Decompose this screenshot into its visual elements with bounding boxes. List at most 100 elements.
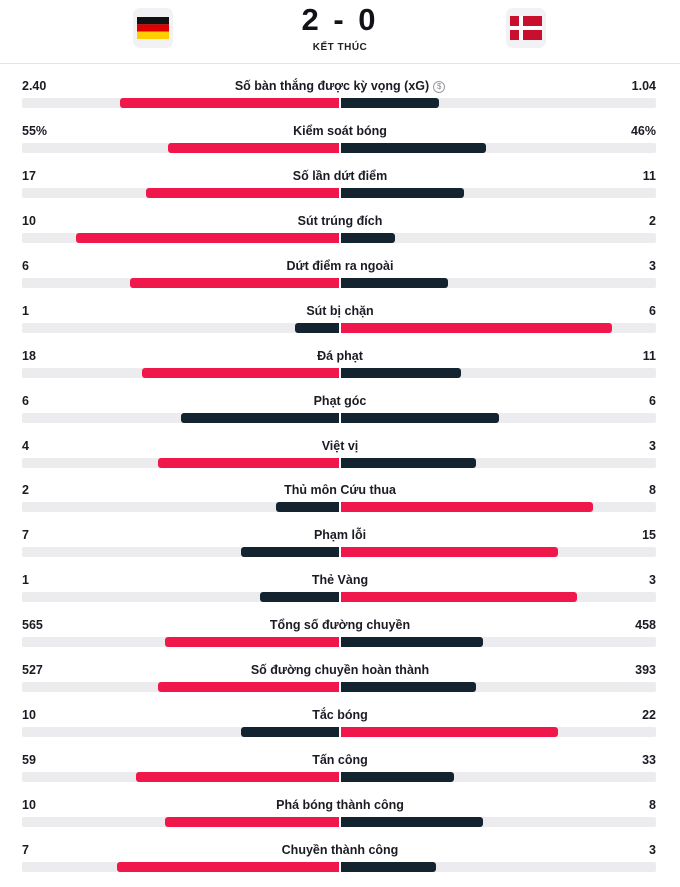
stat-home-track xyxy=(22,412,339,423)
stat-away-bar xyxy=(341,98,439,108)
stat-home-value: 2 xyxy=(22,483,29,498)
stat-label-text: Chuyền thành công xyxy=(281,842,399,857)
stat-home-track xyxy=(22,457,339,468)
stat-home-value: 17 xyxy=(22,168,36,183)
stat-label-text: Số đường chuyền hoàn thành xyxy=(250,663,430,678)
stat-home-bar xyxy=(240,727,339,738)
stat-label-text: Sút bị chặn xyxy=(306,303,374,318)
stat-label-text: Tấn công xyxy=(312,753,368,768)
stat-label: Dứt điểm ra ngoài xyxy=(140,258,540,274)
stat-home-value: 10 xyxy=(22,708,36,723)
stat-away-bar xyxy=(341,322,612,333)
stat-away-bar xyxy=(341,367,461,378)
stat-away-value: 3 xyxy=(649,842,656,857)
stat-home-bar xyxy=(275,502,339,513)
stat-label-text: Đá phạt xyxy=(317,348,363,363)
stat-home-bar xyxy=(294,322,339,333)
stat-row: 1 Thẻ Vàng 3 xyxy=(0,572,680,617)
stat-label: Sút trúng đích xyxy=(140,213,540,229)
stat-label: Số đường chuyền hoàn thành xyxy=(140,662,540,678)
stat-row: 527 Số đường chuyền hoàn thành 393 xyxy=(0,662,680,707)
stat-away-track xyxy=(341,322,656,333)
stat-away-value: 8 xyxy=(649,483,656,498)
info-icon[interactable]: $ xyxy=(433,81,446,93)
stat-label: Sút bị chặn xyxy=(140,303,540,319)
germany-flag-icon[interactable] xyxy=(133,8,173,48)
stat-home-track xyxy=(22,142,339,153)
stat-label: Tấn công xyxy=(140,752,540,768)
stat-home-track xyxy=(22,502,339,513)
match-score: 2 - 0 xyxy=(301,2,379,37)
stat-away-track xyxy=(341,637,656,648)
stat-home-track xyxy=(22,727,339,738)
stat-home-bar xyxy=(240,547,339,558)
stat-label: Đá phạt xyxy=(140,348,540,364)
stat-label: Phạm lỗi xyxy=(140,527,540,543)
stat-home-value: 4 xyxy=(22,438,29,453)
stat-home-bar xyxy=(145,187,339,198)
stat-away-value: 11 xyxy=(642,348,656,363)
stat-home-bar xyxy=(164,637,339,648)
stat-home-value: 59 xyxy=(22,753,36,768)
stat-home-bar xyxy=(136,772,339,783)
stat-away-value: 46% xyxy=(630,123,656,138)
stat-row: 2.40 Số bàn thắng được kỳ vọng (xG) $1.04 xyxy=(0,78,680,123)
stat-home-bar xyxy=(120,98,339,108)
stat-label-text: Tổng số đường chuyền xyxy=(269,618,411,633)
stat-home-bar xyxy=(129,277,339,288)
stat-label: Kiểm soát bóng xyxy=(140,123,540,139)
stat-away-bar xyxy=(341,637,483,648)
match-status: KẾT THÚC xyxy=(312,42,368,53)
stat-away-bar xyxy=(341,547,559,558)
stat-home-bar xyxy=(158,457,339,468)
stat-label-text: Phạt góc xyxy=(313,393,367,408)
stat-away-bar xyxy=(341,457,477,468)
stat-home-value: 7 xyxy=(22,842,29,857)
stat-home-bar xyxy=(142,367,339,378)
stat-home-track xyxy=(22,547,339,558)
germany-flag-graphic xyxy=(137,17,169,39)
stat-away-value: 22 xyxy=(642,708,656,723)
stat-away-bar xyxy=(341,682,477,693)
stat-row: 10 Tắc bóng 22 xyxy=(0,707,680,752)
stat-home-track xyxy=(22,637,339,648)
stat-label: Số bàn thắng được kỳ vọng (xG) $ xyxy=(140,78,540,94)
stat-away-bar xyxy=(341,277,449,288)
stat-away-track xyxy=(341,547,656,558)
stat-away-value: 11 xyxy=(642,168,656,183)
stats-list: 2.40 Số bàn thắng được kỳ vọng (xG) $1.04 5… xyxy=(0,78,680,887)
stat-home-value: 10 xyxy=(22,798,36,812)
stat-away-value: 3 xyxy=(649,258,656,273)
stat-row: 7 Phạm lỗi 15 xyxy=(0,527,680,572)
stat-away-bar xyxy=(341,727,559,738)
stat-away-bar xyxy=(341,412,499,423)
stat-home-track xyxy=(22,682,339,693)
stat-label-text: Thẻ Vàng xyxy=(311,573,369,588)
stat-home-value: 10 xyxy=(22,213,36,228)
stat-away-value: 3 xyxy=(649,573,656,588)
stat-label-text: Phá bóng thành công xyxy=(276,798,404,812)
stat-home-track xyxy=(22,187,339,198)
stat-away-track xyxy=(341,142,656,153)
stat-label: Số lần dứt điểm xyxy=(140,168,540,184)
stat-away-track xyxy=(341,592,656,603)
stat-row: 10 Phá bóng thành công 8 xyxy=(0,797,680,842)
stat-row: 2 Thủ môn Cứu thua 8 xyxy=(0,482,680,527)
denmark-flag-icon[interactable] xyxy=(506,8,546,48)
stat-label: Tắc bóng xyxy=(140,707,540,723)
stat-away-value: 1.04 xyxy=(631,79,656,93)
stat-away-track xyxy=(341,502,656,513)
stat-away-track xyxy=(341,772,656,783)
stat-home-value: 1 xyxy=(22,573,29,588)
stat-away-track xyxy=(341,457,656,468)
stat-home-track xyxy=(22,322,339,333)
stat-label-text: Phạm lỗi xyxy=(313,528,367,543)
stat-home-track xyxy=(22,232,339,243)
stat-row: 17 Số lần dứt điểm 11 xyxy=(0,168,680,213)
stat-home-value: 6 xyxy=(22,393,29,408)
stat-away-track xyxy=(341,682,656,693)
stat-home-track xyxy=(22,98,339,108)
stat-home-value: 55% xyxy=(22,123,48,138)
stat-away-bar xyxy=(341,861,436,872)
stat-home-bar xyxy=(180,412,339,423)
